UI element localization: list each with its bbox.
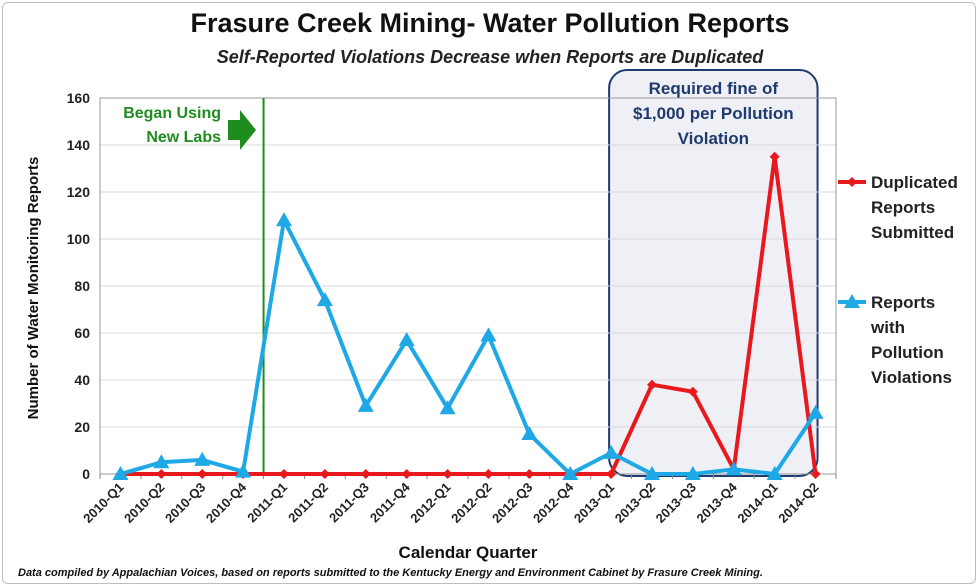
- x-tick-label: 2011-Q2: [285, 480, 331, 526]
- data-point-duplicated: [769, 151, 780, 162]
- data-point-duplicated: [442, 469, 453, 479]
- data-point-violations: [316, 292, 333, 307]
- legend-marker: [844, 294, 860, 308]
- data-point-duplicated: [687, 386, 698, 397]
- data-point-duplicated: [647, 379, 657, 390]
- data-point-violations: [766, 466, 783, 480]
- source-note: Data compiled by Appalachian Voices, bas…: [18, 567, 763, 579]
- y-axis-title: Number of Water Monitoring Reports: [25, 157, 42, 420]
- y-tick-label: 40: [74, 372, 90, 388]
- legend-label: with: [870, 318, 905, 337]
- x-tick-label: 2012-Q3: [489, 480, 535, 526]
- data-point-duplicated: [606, 469, 617, 479]
- data-point-violations: [807, 404, 824, 419]
- legend-label: Pollution: [871, 343, 944, 362]
- data-point-duplicated: [156, 469, 167, 479]
- chart-subtitle: Self-Reported Violations Decrease when R…: [216, 47, 764, 67]
- data-point-violations: [112, 466, 129, 480]
- legend-label: Submitted: [871, 223, 954, 242]
- x-tick-label: 2010-Q1: [80, 480, 126, 526]
- x-tick-label: 2013-Q2: [612, 480, 658, 526]
- y-tick-label: 0: [82, 466, 90, 482]
- data-point-duplicated: [401, 469, 412, 479]
- data-point-violations: [153, 454, 170, 469]
- series-line-duplicated: [120, 154, 818, 476]
- data-point-violations: [562, 466, 579, 480]
- x-tick-label: 2012-Q2: [448, 480, 494, 526]
- x-tick-label: 2013-Q3: [653, 480, 699, 526]
- x-tick-label: 2014-Q2: [775, 480, 821, 526]
- x-tick-label: 2014-Q1: [734, 480, 780, 526]
- x-tick-label: 2011-Q1: [244, 480, 290, 526]
- legend-label: Reports: [871, 198, 935, 217]
- data-point-violations: [398, 332, 415, 347]
- new-labs-annotation-line: New Labs: [146, 129, 221, 146]
- data-point-violations: [684, 466, 701, 480]
- data-point-violations: [725, 461, 742, 476]
- y-tick-label: 120: [67, 184, 91, 200]
- data-point-violations: [276, 212, 292, 227]
- x-tick-label: 2011-Q4: [367, 479, 413, 525]
- data-point-violations: [521, 426, 538, 441]
- data-point-duplicated: [483, 469, 494, 479]
- y-tick-label: 80: [74, 278, 90, 294]
- x-axis-title: Calendar Quarter: [399, 543, 538, 562]
- x-tick-label: 2010-Q4: [203, 479, 250, 526]
- y-tick-label: 60: [74, 325, 90, 341]
- data-point-violations: [357, 397, 374, 412]
- data-point-duplicated: [360, 469, 371, 479]
- data-point-violations: [480, 327, 497, 342]
- data-point-duplicated: [197, 469, 208, 479]
- legend-marker: [847, 177, 857, 187]
- data-point-violations: [194, 451, 211, 466]
- series-line-violations: [119, 218, 818, 476]
- fine-annotation-line: $1,000 per Pollution: [633, 104, 794, 123]
- y-tick-label: 100: [67, 231, 91, 247]
- data-point-violations: [235, 463, 252, 478]
- y-tick-label: 140: [67, 137, 91, 153]
- data-point-violations: [644, 466, 660, 480]
- x-tick-label: 2013-Q1: [571, 480, 617, 526]
- y-tick-label: 20: [74, 419, 90, 435]
- x-tick-label: 2013-Q4: [694, 479, 741, 526]
- x-tick-label: 2012-Q1: [407, 480, 453, 526]
- x-tick-label: 2010-Q2: [121, 480, 167, 526]
- y-tick-label: 160: [67, 90, 91, 106]
- fine-annotation-line: Required fine of: [649, 79, 779, 98]
- x-tick-label: 2010-Q3: [162, 480, 208, 526]
- chart-title: Frasure Creek Mining- Water Pollution Re…: [190, 8, 790, 38]
- data-point-duplicated: [524, 469, 535, 479]
- x-tick-label: 2011-Q3: [326, 480, 372, 526]
- legend-label: Reports: [871, 293, 935, 312]
- data-point-violations: [603, 444, 620, 459]
- data-point-violations: [439, 400, 456, 415]
- new-labs-annotation-line: Began Using: [123, 105, 221, 122]
- legend-label: Duplicated: [871, 173, 958, 192]
- data-point-duplicated: [319, 469, 330, 479]
- fine-annotation-line: Violation: [678, 129, 749, 148]
- data-point-duplicated: [279, 469, 289, 479]
- legend-label: Violations: [871, 368, 952, 387]
- right-arrow-icon: [228, 110, 256, 150]
- x-tick-label: 2012-Q4: [530, 479, 577, 526]
- data-point-duplicated: [810, 469, 821, 479]
